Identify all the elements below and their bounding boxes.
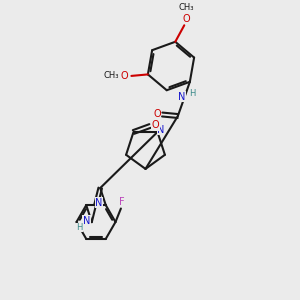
Text: O: O bbox=[153, 109, 161, 119]
Text: F: F bbox=[119, 197, 124, 207]
Text: O: O bbox=[121, 71, 129, 81]
Text: N: N bbox=[178, 92, 186, 102]
Text: H: H bbox=[76, 223, 83, 232]
Text: N: N bbox=[95, 198, 103, 208]
Text: CH₃: CH₃ bbox=[103, 71, 119, 80]
Text: CH₃: CH₃ bbox=[178, 3, 194, 12]
Text: N: N bbox=[158, 125, 165, 135]
Text: N: N bbox=[83, 216, 90, 226]
Text: O: O bbox=[152, 120, 159, 130]
Text: H: H bbox=[189, 89, 196, 98]
Text: O: O bbox=[183, 14, 190, 24]
